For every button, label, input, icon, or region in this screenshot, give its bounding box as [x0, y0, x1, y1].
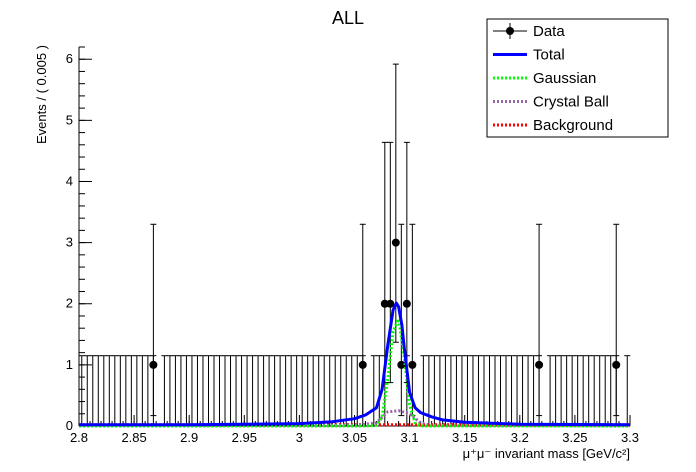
x-tick-label: 3.25 [562, 430, 587, 445]
fit-curves [78, 301, 631, 428]
y-tick-label: 2 [66, 296, 73, 311]
x-tick-label: 2.9 [180, 430, 198, 445]
data-point [358, 360, 367, 369]
y-tick-label: 1 [66, 357, 73, 372]
chart-title: ALL [332, 8, 364, 28]
legend-label: Crystal Ball [533, 94, 609, 111]
legend-label: Data [533, 23, 565, 40]
legend: Data Total Gaussian Crystal Ball Background [486, 18, 669, 138]
curve-crystal-ball [78, 409, 631, 428]
legend-entry: Crystal Ball [493, 94, 609, 111]
legend-entry: Total [493, 47, 565, 64]
y-tick-label: 0 [66, 418, 73, 433]
legend-label: Background [533, 117, 613, 134]
data-point [380, 299, 389, 308]
x-tick-label: 3.15 [452, 430, 477, 445]
data-point [149, 360, 158, 369]
x-tick-label: 3.05 [342, 430, 367, 445]
x-tick-label: 3.3 [621, 430, 639, 445]
x-tick-label: 3 [296, 430, 303, 445]
y-tick-label: 4 [66, 173, 73, 188]
x-tick-label: 3.1 [401, 430, 419, 445]
y-tick-label: 6 [66, 51, 73, 66]
x-tick-label: 2.8 [70, 430, 88, 445]
data-points [78, 63, 631, 427]
y-tick-label: 5 [66, 112, 73, 127]
axes: 2.8 2.85 2.9 2.95 3 3.05 3.1 3.15 3.2 3.25 3.3 0 1 2 3… [66, 46, 639, 445]
legend-entry: Data [493, 23, 565, 40]
data-point [612, 360, 621, 369]
legend-marker-dot [506, 27, 514, 35]
legend-entry: Background [493, 117, 613, 134]
x-axis-label: μ⁺μ⁻ invariant mass [GeV/c²] [463, 446, 630, 461]
x-tick-label: 2.85 [121, 430, 146, 445]
y-axis-label: Events / ( 0.005 ) [34, 45, 49, 144]
x-tick-label: 2.95 [232, 430, 257, 445]
y-tick-label: 3 [66, 235, 73, 250]
legend-entry: Gaussian [493, 70, 596, 87]
curve-gaussian [79, 317, 630, 428]
legend-label: Total [533, 47, 565, 64]
data-point [402, 299, 411, 308]
x-tick-label: 3.2 [511, 430, 529, 445]
curve-total [79, 301, 631, 427]
data-point [391, 238, 400, 247]
data-point [408, 360, 417, 369]
data-point [397, 360, 406, 369]
data-point [535, 360, 544, 369]
legend-label: Gaussian [533, 70, 596, 87]
data-point [386, 299, 395, 308]
